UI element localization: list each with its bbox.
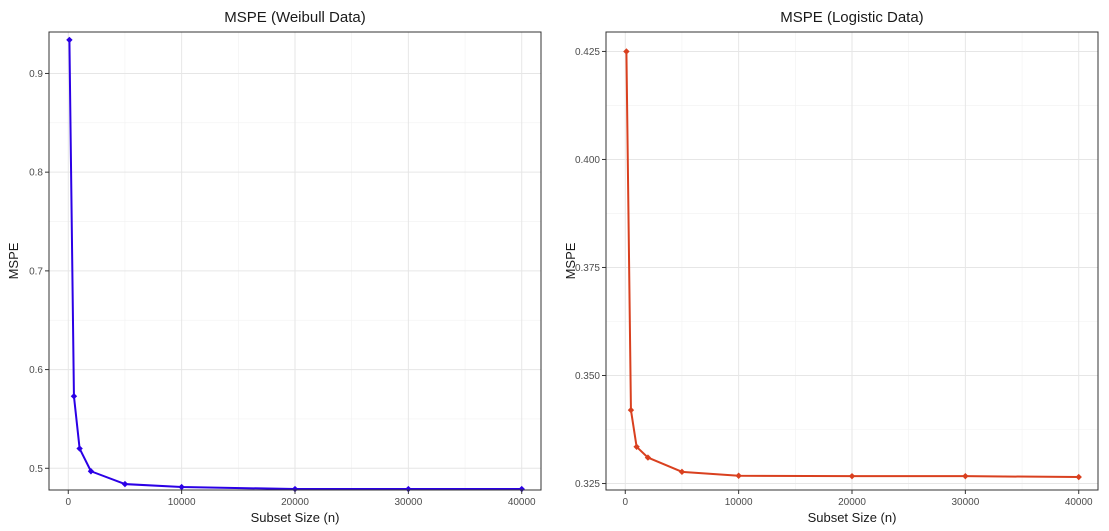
logistic-data-point	[627, 406, 635, 414]
weibull-y-tick-label: 0.9	[29, 69, 43, 80]
logistic-series-line	[625, 51, 1079, 479]
logistic-x-tick-label: 40000	[1065, 497, 1093, 508]
weibull-y-axis-label: MSPE	[6, 242, 21, 279]
weibull-x-tick-label: 40000	[508, 497, 536, 508]
logistic-y-tick-label: 0.375	[575, 263, 600, 274]
weibull-chart-title: MSPE (Weibull Data)	[224, 9, 365, 26]
logistic-data-point	[644, 454, 652, 461]
weibull-y-tick-label: 0.7	[29, 266, 43, 277]
weibull-panel: 0 10000 20000 30000 40000 0.5 0.6 0.7 0.8 0.9 MSPE…	[6, 9, 542, 525]
logistic-x-tick-label: 0	[622, 497, 628, 508]
logistic-x-axis-label: Subset Size (n)	[808, 510, 897, 525]
weibull-series-line	[68, 39, 522, 491]
logistic-data-point	[1075, 473, 1082, 481]
logistic-data-point	[623, 48, 630, 55]
logistic-x-tick-label: 10000	[725, 497, 753, 508]
logistic-data-point	[678, 468, 686, 476]
logistic-y-tick-label: 0.400	[575, 155, 600, 166]
weibull-x-tick-label: 20000	[281, 497, 309, 508]
weibull-y-tick-label: 0.8	[29, 168, 43, 179]
logistic-y-tick-label: 0.325	[575, 479, 600, 490]
weibull-data-point	[291, 485, 299, 493]
logistic-data-point	[848, 472, 856, 480]
weibull-data-point	[121, 480, 129, 488]
logistic-x-tick-label: 30000	[951, 497, 979, 508]
weibull-data-point	[405, 485, 412, 493]
logistic-x-tick-label: 20000	[838, 497, 866, 508]
logistic-chart-title: MSPE (Logistic Data)	[780, 9, 923, 26]
weibull-data-point	[66, 36, 73, 44]
weibull-data-point	[87, 468, 95, 475]
logistic-y-axis-label: MSPE	[563, 242, 578, 279]
logistic-data-point	[735, 472, 742, 479]
weibull-data-point	[178, 483, 185, 491]
logistic-y-tick-label: 0.425	[575, 47, 600, 58]
weibull-x-tick-label: 30000	[394, 497, 422, 508]
weibull-data-point	[76, 445, 83, 452]
weibull-data-point	[518, 485, 525, 493]
weibull-x-axis-label: Subset Size (n)	[251, 510, 340, 525]
weibull-x-tick-label: 0	[65, 497, 71, 508]
logistic-data-point	[962, 472, 969, 480]
weibull-y-tick-label: 0.5	[29, 464, 43, 475]
weibull-data-point	[70, 393, 78, 400]
logistic-data-point	[633, 443, 640, 450]
logistic-panel: 0 10000 20000 30000 40000 0.325 0.350 0.375 0.40…	[563, 9, 1099, 525]
weibull-x-tick-label: 10000	[168, 497, 196, 508]
logistic-y-tick-label: 0.350	[575, 371, 600, 382]
weibull-y-tick-label: 0.6	[29, 365, 43, 376]
